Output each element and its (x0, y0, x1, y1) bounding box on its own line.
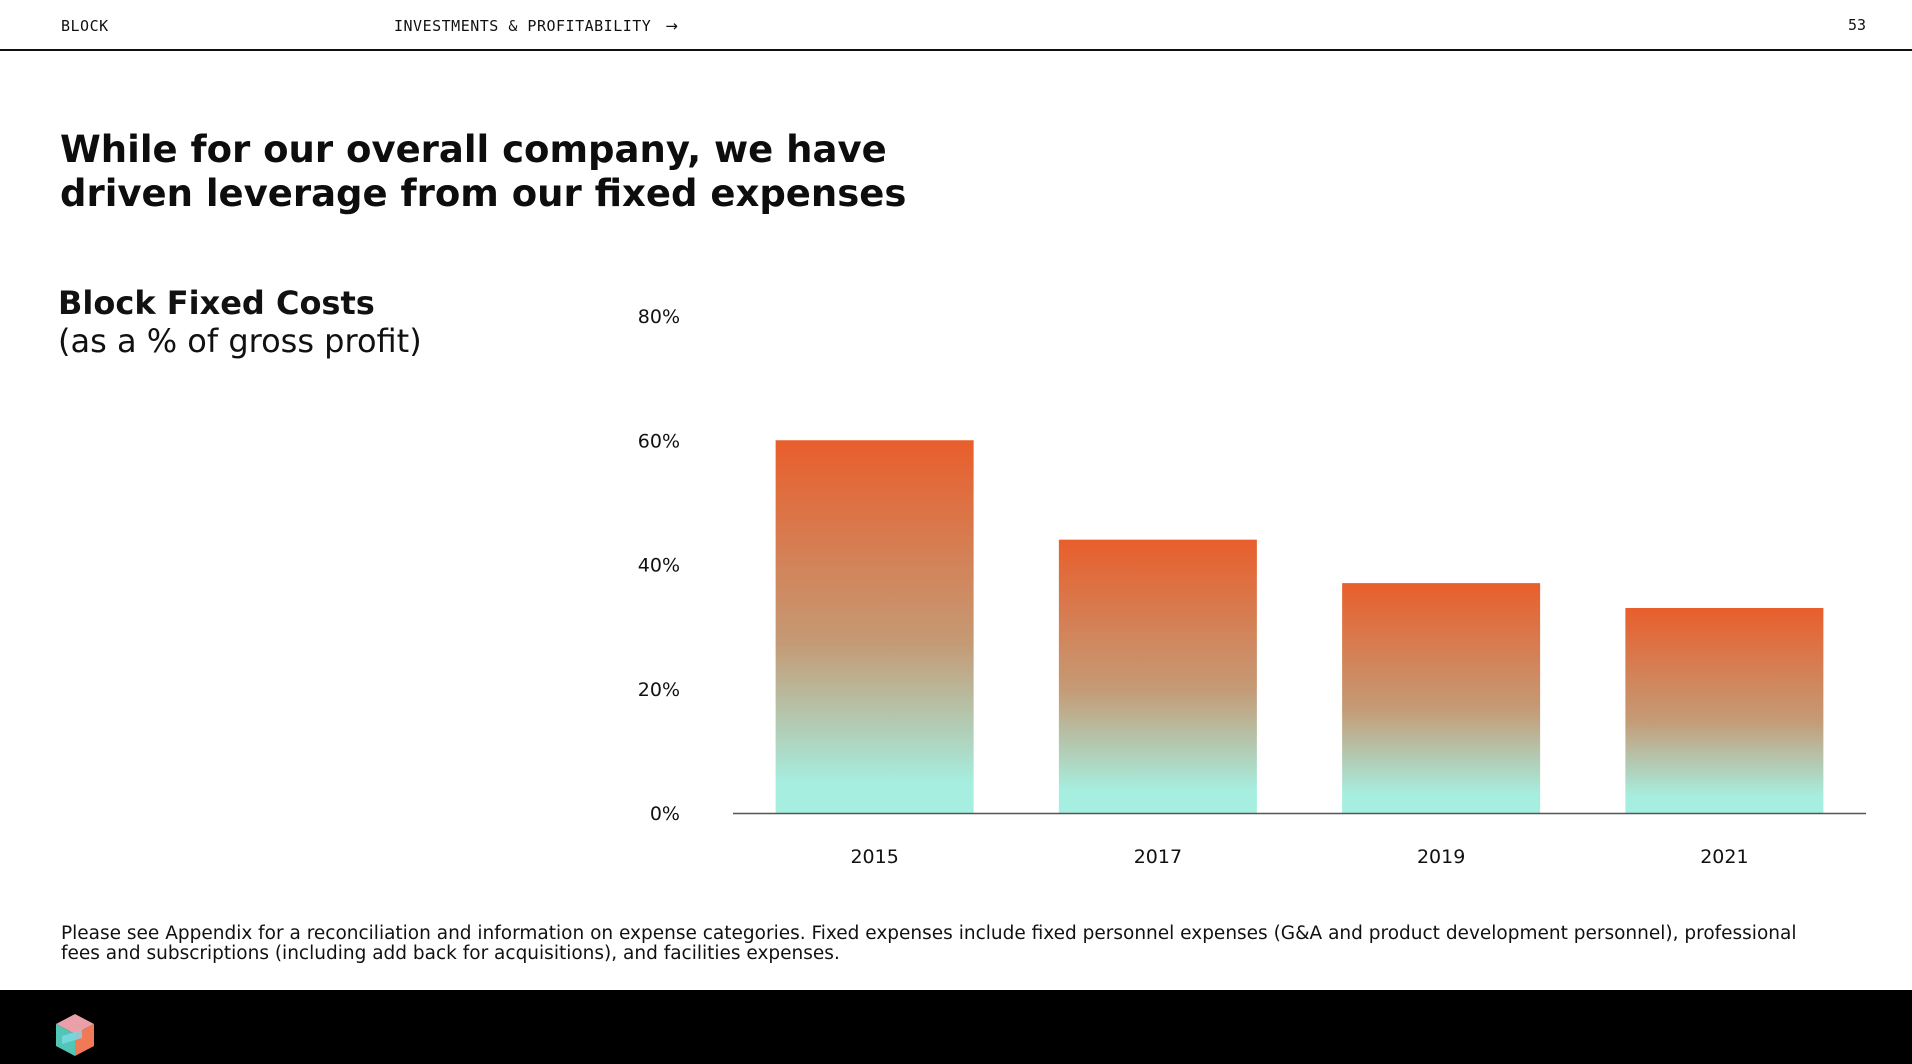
y-tick-label: 80% (638, 306, 680, 328)
top-bar: BLOCK INVESTMENTS & PROFITABILITY → 53 (0, 0, 1912, 51)
section-breadcrumb[interactable]: INVESTMENTS & PROFITABILITY → (394, 17, 678, 35)
bars-group (775, 440, 1824, 813)
chart-subtitle: (as a % of gross profit) (58, 322, 422, 360)
brand-label: BLOCK (61, 17, 109, 35)
x-tick-label: 2017 (1134, 846, 1182, 868)
x-axis: 2015 2017 2019 2021 (733, 812, 1866, 868)
y-tick-label: 0% (650, 803, 680, 825)
bar-2021 (1625, 607, 1824, 813)
x-tick-label: 2015 (850, 846, 898, 868)
x-tick-label: 2019 (1417, 846, 1465, 868)
y-tick-label: 40% (638, 555, 680, 577)
section-label: INVESTMENTS & PROFITABILITY (394, 17, 652, 35)
arrow-right-icon: → (665, 17, 679, 35)
x-tick-label: 2021 (1700, 846, 1748, 868)
slide-headline: While for our overall company, we have d… (60, 128, 907, 215)
y-tick-label: 60% (638, 430, 680, 452)
bar-2015 (775, 440, 974, 813)
chart-title: Block Fixed Costs (58, 284, 375, 322)
bar-2019 (1342, 583, 1541, 813)
footnote: Please see Appendix for a reconciliation… (61, 923, 1797, 964)
chart-heading: Block Fixed Costs (as a % of gross profi… (58, 284, 422, 360)
bar-chart: 0% 20% 40% 60% 80% 2015 2017 2019 2021 (638, 306, 1866, 868)
y-tick-label: 20% (638, 679, 680, 701)
bar-2017 (1058, 539, 1257, 813)
page-number: 53 (1847, 16, 1866, 34)
footer-bar (0, 990, 1912, 1064)
block-logo-icon (56, 1014, 94, 1056)
y-axis: 0% 20% 40% 60% 80% (638, 306, 680, 825)
